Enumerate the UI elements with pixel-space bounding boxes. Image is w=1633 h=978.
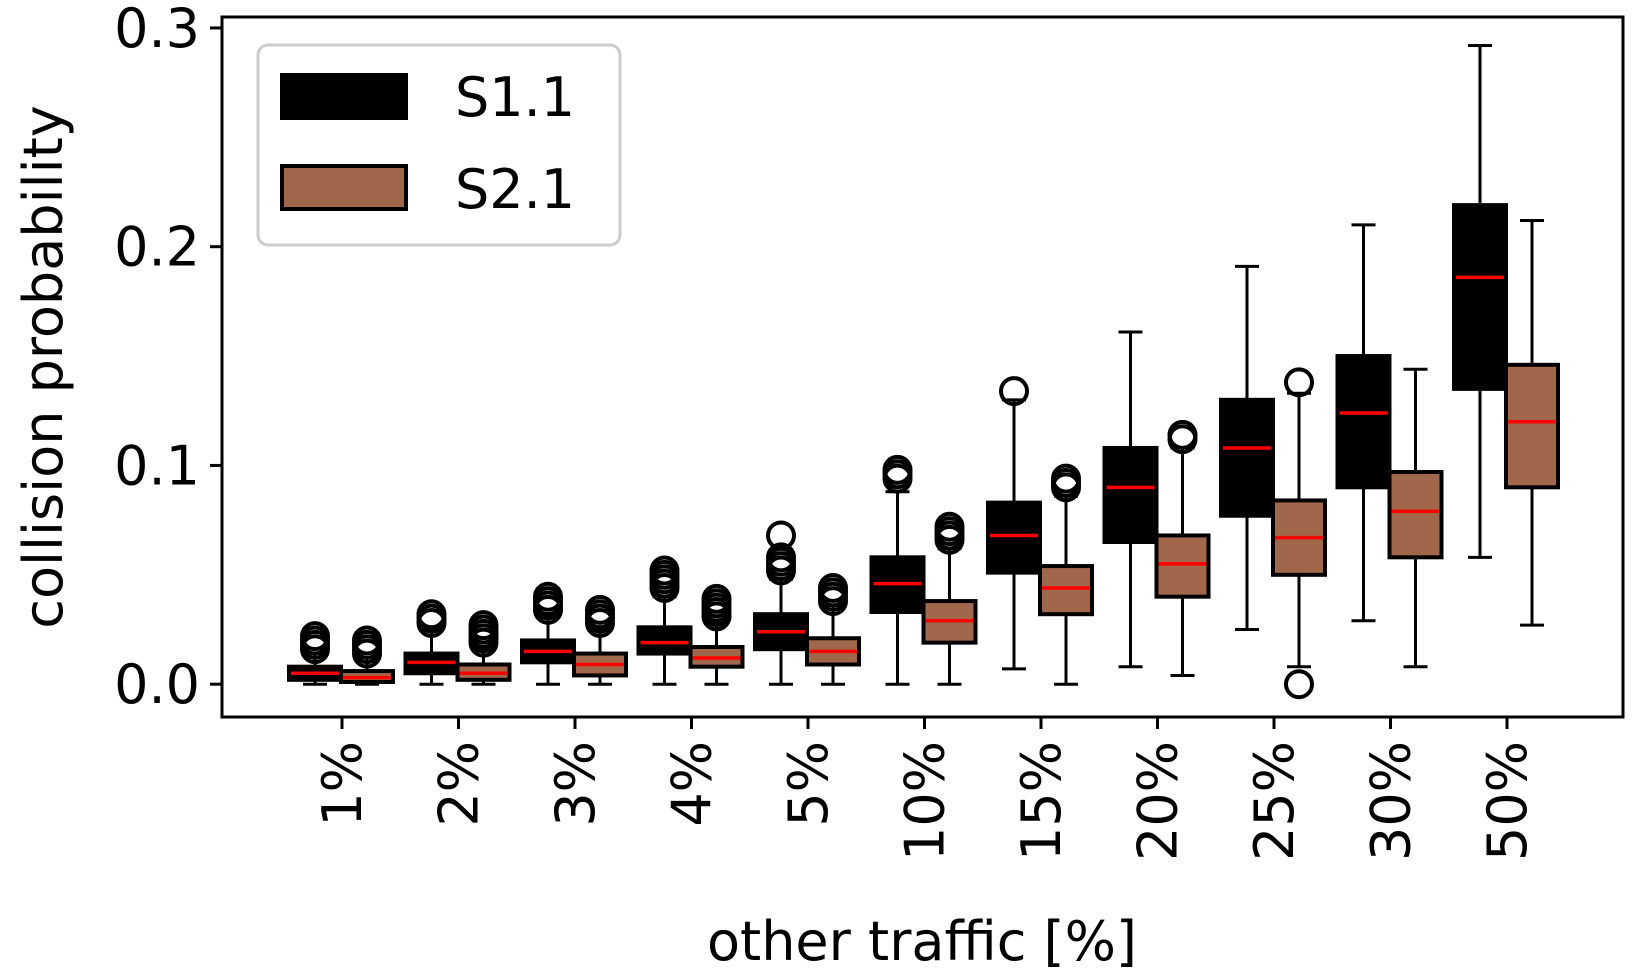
y-tick-label: 0.1: [114, 434, 200, 497]
box-s1-1-10: [1335, 223, 1392, 623]
x-axis-label: other traffic [%]: [707, 910, 1137, 973]
outlier-point: [416, 599, 447, 630]
y-axis-label: collision probability: [12, 105, 75, 628]
box-s1-1-3: [520, 581, 576, 686]
x-tick-label: 50%: [1476, 741, 1539, 861]
box-s2-1-3: [572, 594, 628, 686]
x-tick-label: 3%: [544, 741, 607, 827]
x-tick-label: 5%: [777, 741, 840, 827]
outlier-point: [818, 572, 848, 603]
box-s1-1-5: [753, 520, 809, 686]
box-s2-1-2: [455, 610, 512, 686]
outlier-point: [1284, 669, 1314, 700]
box-body: [1452, 203, 1508, 391]
box-s1-1-9: [1219, 264, 1275, 631]
legend-label-s2-1: S2.1: [455, 158, 575, 221]
box-s1-1-4: [636, 555, 693, 686]
box-s2-1-11: [1504, 218, 1560, 627]
box-body: [986, 500, 1042, 575]
outlier-point: [766, 520, 796, 551]
x-tick-label: 4%: [661, 741, 724, 827]
box-s1-1-11: [1452, 43, 1508, 559]
x-tick-label: 30%: [1360, 741, 1423, 861]
box-body: [1387, 470, 1444, 560]
outlier-point: [1284, 367, 1314, 398]
box-body: [636, 625, 693, 656]
y-tick-label: 0.0: [114, 653, 200, 716]
box-s2-1-1: [339, 625, 395, 686]
box-s1-1-2: [403, 599, 460, 686]
x-tick-label: 1%: [311, 741, 374, 827]
box-s2-1-6: [921, 511, 978, 686]
outlier-point: [533, 581, 563, 612]
box-s1-1-8: [1102, 330, 1159, 669]
box-body: [1335, 354, 1392, 490]
outlier-point: [766, 542, 796, 573]
outlier-point: [352, 625, 382, 656]
y-axis-ticks: 0.0 0.1 0.2 0.3: [114, 0, 222, 716]
legend-label-s1-1: S1.1: [455, 66, 575, 129]
box-body: [1219, 397, 1275, 518]
box-s2-1-8: [1154, 419, 1211, 677]
box-body: [1154, 533, 1211, 599]
box-s2-1-4: [688, 583, 745, 686]
box-s1-1-6: [869, 454, 926, 686]
plot-area: [287, 43, 1560, 700]
x-tick-label: 15%: [1010, 741, 1073, 861]
x-tick-label: 20%: [1127, 741, 1190, 861]
box-s2-1-9: [1271, 367, 1327, 700]
x-axis-ticks: 1% 2% 3% 4% 5% 10% 15% 20% 25% 30% 50%: [311, 717, 1539, 861]
outlier-point: [1051, 463, 1081, 494]
outlier-point: [1167, 419, 1198, 450]
box-s1-1-1: [287, 621, 343, 686]
outlier-point: [882, 454, 913, 485]
outlier-point: [468, 610, 499, 641]
box-s2-1-7: [1038, 463, 1094, 686]
outlier-point: [649, 555, 680, 586]
axes-frame: [220, 15, 1625, 719]
box-body: [1038, 564, 1094, 617]
y-tick-label: 0.2: [114, 216, 200, 279]
y-tick-label: 0.3: [114, 0, 200, 60]
x-tick-label: 2%: [428, 741, 491, 827]
outlier-point: [300, 621, 330, 652]
outlier-point: [934, 511, 965, 542]
x-tick-label: 10%: [894, 741, 957, 861]
box-s2-1-10: [1387, 367, 1444, 669]
legend: S1.1 S2.1: [256, 43, 622, 247]
box-body: [1102, 445, 1159, 544]
outlier-point: [585, 594, 615, 625]
outlier-point: [999, 376, 1029, 407]
box-body: [1504, 362, 1560, 490]
box-s1-1-7: [986, 376, 1042, 671]
x-tick-label: 25%: [1243, 741, 1306, 861]
outlier-point: [701, 583, 732, 614]
legend-swatch-s1-1: [280, 73, 408, 120]
box-s2-1-5: [805, 572, 861, 686]
legend-swatch-s2-1: [280, 164, 408, 211]
